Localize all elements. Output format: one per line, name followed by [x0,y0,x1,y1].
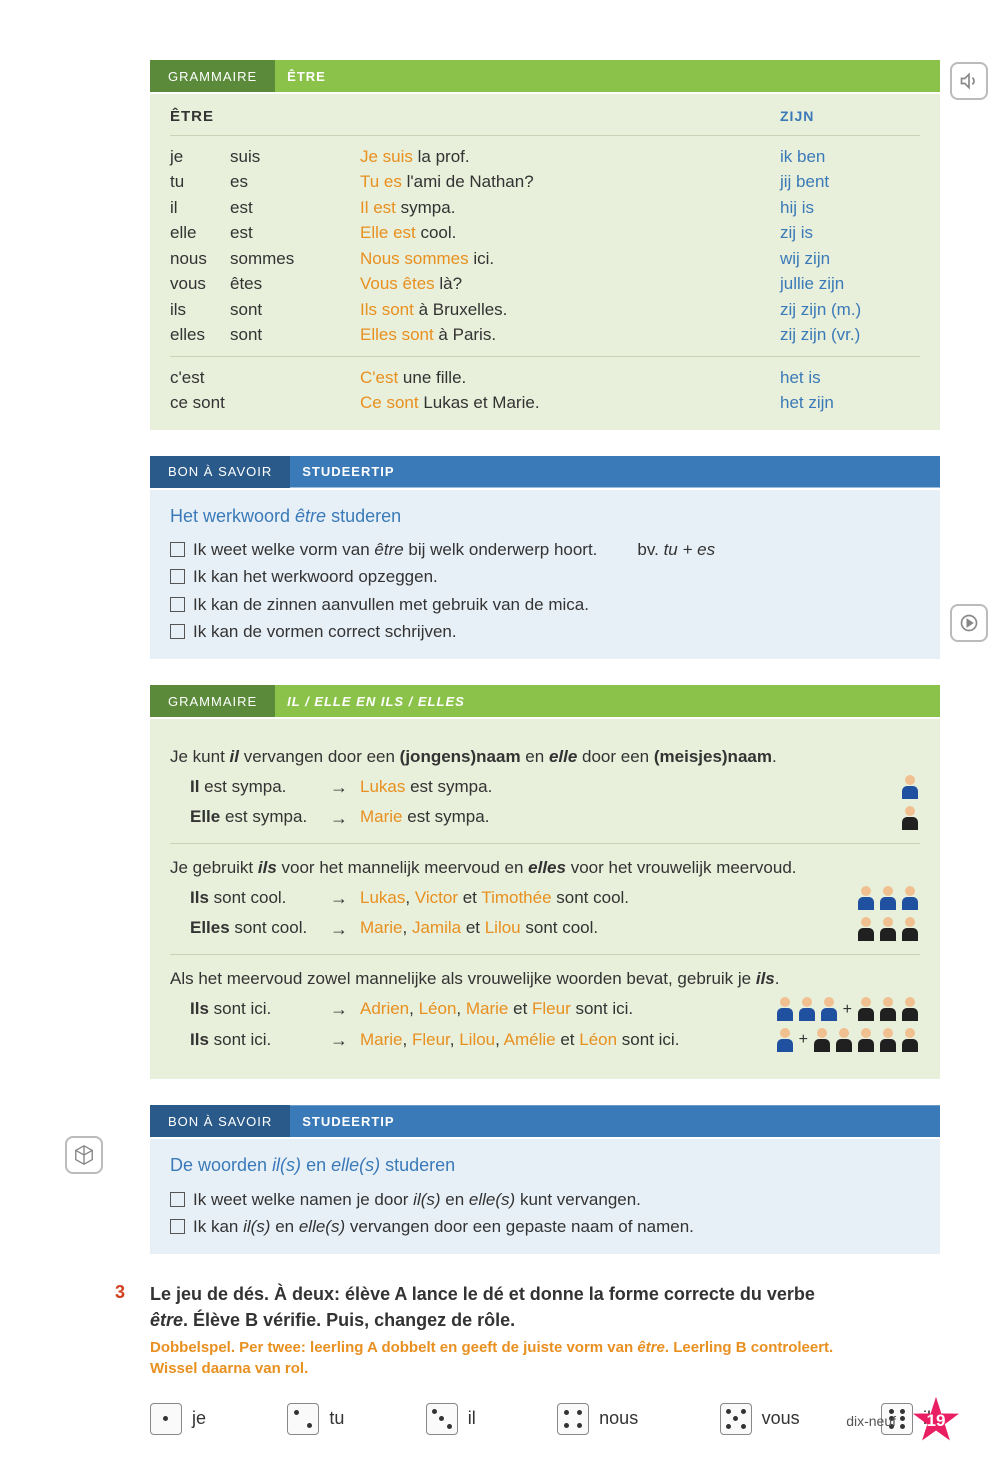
header-label-studeertip: STUDEERTIP [278,456,940,488]
person-female-icon [878,1028,898,1052]
exercise-title: Le jeu de dés. À deux: élève A lance le … [150,1282,940,1332]
person-female-icon [900,1028,920,1052]
header-label-bonasavoir: BON À SAVOIR [150,456,290,488]
person-female-icon [900,806,920,830]
audio-icon[interactable] [950,62,988,100]
person-male-icon [775,997,795,1021]
exercise-3: 3 Le jeu de dés. À deux: élève A lance l… [150,1282,940,1434]
checkbox-icon[interactable] [170,624,185,639]
header-grammaire-etre: GRAMMAIRE ÊTRE [150,60,940,92]
rule-section: Je kunt il vervangen door een (jongens)n… [170,733,920,844]
checklist-item: Ik kan de vormen correct schrijven. [170,618,920,645]
dice-1-icon [150,1403,182,1435]
checkbox-icon[interactable] [170,597,185,612]
checklist-item: Ik kan il(s) en elle(s) vervangen door e… [170,1213,920,1240]
dice-game-icon [65,1136,103,1174]
etre-conjugation-box: ÊTRE ZIJN jesuis Je suis la prof. ik ben… [150,94,940,430]
example-line: Elles sont cool. → Marie, Jamila et Lilo… [170,914,920,945]
person-female-icon [856,1028,876,1052]
header-label-grammaire: GRAMMAIRE [150,60,275,92]
person-male-icon [900,775,920,799]
col-head-etre: ÊTRE [170,106,360,129]
person-male-icon [775,1028,795,1052]
person-female-icon [812,1028,832,1052]
checkbox-icon[interactable] [170,1219,185,1234]
tip1-title: Het werkwoord être studeren [170,502,920,531]
person-male-icon [797,997,817,1021]
checkbox-icon[interactable] [170,1192,185,1207]
conj-row: tues Tu es l'ami de Nathan? jij bent [170,169,920,195]
rule-section: Je gebruikt ils voor het mannelijk meerv… [170,844,920,955]
person-male-icon [819,997,839,1021]
checklist-item: Ik weet welke namen je door il(s) en ell… [170,1186,920,1213]
person-female-icon [900,917,920,941]
person-male-icon [878,886,898,910]
person-female-icon [900,997,920,1021]
tip2-title: De woorden il(s) en elle(s) studeren [170,1151,920,1180]
studytip-box-2: De woorden il(s) en elle(s) studeren Ik … [150,1139,940,1254]
page-number-badge: 19 [912,1397,960,1445]
dice-item: il [426,1403,476,1435]
conj-row: noussommes Nous sommes ici. wij zijn [170,246,920,272]
example-line: Ils sont cool. → Lukas, Victor et Timoth… [170,883,920,914]
person-female-icon [878,917,898,941]
dice-4-icon [557,1403,589,1435]
header-bonasavoir-2: BON À SAVOIR STUDEERTIP [150,1105,940,1137]
example-line: Ils sont ici. → Adrien, Léon, Marie et F… [170,994,920,1025]
header-label-etre: ÊTRE [263,60,940,92]
person-female-icon [878,997,898,1021]
dice-5-icon [720,1403,752,1435]
ilelle-rules-box: Je kunt il vervangen door een (jongens)n… [150,719,940,1079]
header-label-ilelle: IL / ELLE EN ILS / ELLES [263,685,940,717]
conj-row-extra: ce sont Ce sont Lukas et Marie. het zijn [170,390,920,416]
conj-row: ilssont Ils sont à Bruxelles. zij zijn (… [170,297,920,323]
rule-section: Als het meervoud zowel mannelijke als vr… [170,955,920,1065]
checkbox-icon[interactable] [170,569,185,584]
header-label-grammaire-2: GRAMMAIRE [150,685,275,717]
header-bonasavoir-1: BON À SAVOIR STUDEERTIP [150,456,940,488]
person-female-icon [856,997,876,1021]
conj-row: elleest Elle est cool. zij is [170,220,920,246]
checklist-item: Ik kan de zinnen aanvullen met gebruik v… [170,591,920,618]
dice-item: je [150,1403,206,1435]
video-icon[interactable] [950,604,988,642]
conj-row-extra: c'est C'est une fille. het is [170,365,920,391]
dice-item: tu [287,1403,344,1435]
checklist-item: Ik weet welke vorm van être bij welk ond… [170,536,920,563]
example-line: Elle est sympa. → Marie est sympa. [170,803,920,834]
col-head-zijn: ZIJN [780,106,920,129]
exercise-subtitle: Dobbelspel. Per twee: leerling A dobbelt… [150,1337,940,1379]
dice-item: vous [720,1403,800,1435]
conj-row: jesuis Je suis la prof. ik ben [170,144,920,170]
header-grammaire-ilelle: GRAMMAIRE IL / ELLE EN ILS / ELLES [150,685,940,717]
dice-row: jetuilnousvousils [150,1403,940,1435]
conj-row: ilest Il est sympa. hij is [170,195,920,221]
dice-2-icon [287,1403,319,1435]
dice-3-icon [426,1403,458,1435]
example-line: Il est sympa. → Lukas est sympa. [170,772,920,803]
studytip-box-1: Het werkwoord être studeren Ik weet welk… [150,490,940,660]
person-male-icon [856,886,876,910]
page-word: dix-neuf [846,1413,896,1429]
checklist-item: Ik kan het werkwoord opzeggen. [170,563,920,590]
conj-row: vousêtes Vous êtes là? jullie zijn [170,271,920,297]
dice-item: nous [557,1403,638,1435]
person-female-icon [834,1028,854,1052]
checkbox-icon[interactable] [170,542,185,557]
page-footer: dix-neuf 19 [846,1397,960,1445]
person-female-icon [856,917,876,941]
exercise-number: 3 [115,1282,125,1303]
conj-row: ellessont Elles sont à Paris. zij zijn (… [170,322,920,348]
example-line: Ils sont ici. → Marie, Fleur, Lilou, Amé… [170,1025,920,1056]
person-male-icon [900,886,920,910]
